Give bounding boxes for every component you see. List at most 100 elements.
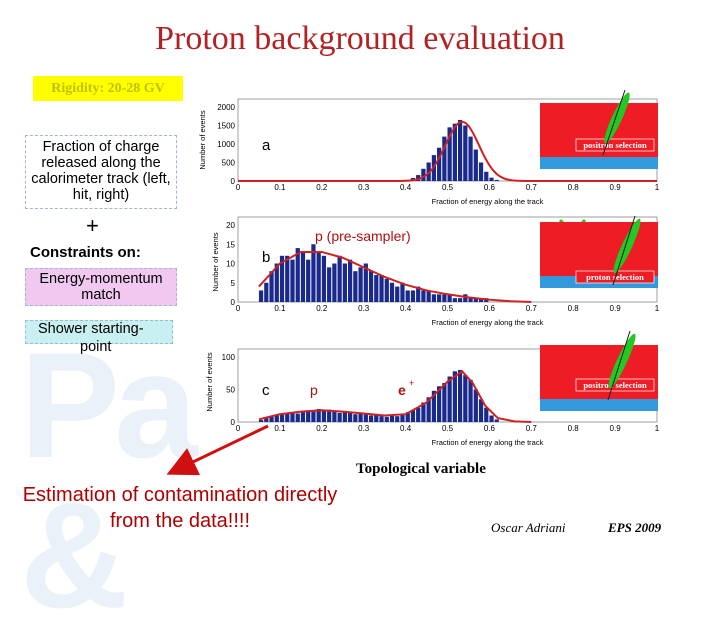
histogram-bar xyxy=(452,371,457,422)
x-tick-label: 0.1 xyxy=(274,304,286,313)
histogram-bar xyxy=(468,136,473,181)
selection-label: positron selection xyxy=(583,140,647,150)
histogram-bar xyxy=(274,263,279,302)
histogram-bar xyxy=(379,416,384,422)
histogram-bar xyxy=(494,179,499,181)
y-tick-label: 15 xyxy=(226,240,235,249)
histogram-bar xyxy=(374,275,379,302)
histogram-bar xyxy=(269,271,274,302)
x-tick-label: 0.1 xyxy=(274,183,286,192)
energy-match-box: Energy-momentum match xyxy=(25,268,177,306)
histogram-bar xyxy=(389,282,395,302)
x-tick-label: 0.2 xyxy=(316,424,328,433)
shower-box-tail: point xyxy=(80,339,112,355)
histogram-bar xyxy=(379,275,384,302)
x-tick-label: 0.5 xyxy=(442,304,454,313)
histogram-bar xyxy=(290,259,295,302)
fit-curve xyxy=(258,250,532,303)
histogram-bar xyxy=(442,294,447,302)
histogram-bar xyxy=(358,267,363,302)
x-tick-label: 0.4 xyxy=(400,424,412,433)
histogram-bar xyxy=(295,413,300,422)
histogram-bar xyxy=(279,255,285,302)
x-tick-label: 0.3 xyxy=(358,304,370,313)
x-tick-label: 0.8 xyxy=(568,183,580,192)
fit-curve xyxy=(238,120,657,182)
histogram-bar xyxy=(447,127,452,181)
histogram-bar xyxy=(457,298,463,302)
histogram-bar xyxy=(269,416,274,422)
histogram-bar xyxy=(447,294,452,302)
x-tick-label: 1 xyxy=(655,424,660,433)
histogram-bar xyxy=(426,397,431,422)
x-tick-label: 1 xyxy=(655,183,660,192)
histogram-bar xyxy=(321,255,327,302)
histogram-bar xyxy=(316,251,321,302)
x-tick-label: 0.5 xyxy=(442,424,454,433)
histogram-bar xyxy=(426,290,431,302)
histogram-bar xyxy=(337,255,342,302)
histogram-bar xyxy=(353,414,358,422)
fit-curve xyxy=(258,369,532,423)
histogram-bar xyxy=(484,171,489,181)
histogram-bar xyxy=(290,412,295,422)
histogram-bar xyxy=(395,286,400,302)
panel-letter: c xyxy=(262,382,270,399)
track-line xyxy=(602,89,626,156)
histogram-bar xyxy=(468,379,473,422)
histogram-bar xyxy=(327,409,332,422)
y-tick-label: 5 xyxy=(231,279,236,288)
histogram-bar xyxy=(442,136,447,181)
histogram-figure: 0 0.1 0.2 0.3 0.4 0.5 0.6 0.7 0.8 0.9 105001000150… xyxy=(166,89,660,476)
histogram-bar xyxy=(368,415,374,422)
x-tick-label: 0.6 xyxy=(484,304,496,313)
histogram-bar xyxy=(473,298,478,302)
x-tick-label: 0.8 xyxy=(568,424,580,433)
histogram-bar xyxy=(285,412,290,422)
x-tick-label: 0.2 xyxy=(316,304,328,313)
histogram-bar xyxy=(311,411,316,422)
histogram-bar xyxy=(306,259,311,302)
histogram-bar xyxy=(473,149,478,181)
conference-label: EPS 2009 xyxy=(608,520,662,535)
track-line xyxy=(612,215,636,286)
histogram-bar xyxy=(442,383,447,422)
track-line xyxy=(607,330,631,401)
y-tick-label: 20 xyxy=(226,221,235,230)
histogram-bar xyxy=(473,389,478,422)
histogram-bar xyxy=(384,416,389,422)
histogram-bar xyxy=(274,415,279,422)
y-tick-label: 500 xyxy=(222,159,236,168)
histogram-bar xyxy=(363,413,368,422)
shower-track xyxy=(604,92,630,144)
histogram-bar xyxy=(384,278,389,302)
rigidity-label: Rigidity: 20-28 GV xyxy=(33,76,183,101)
histogram-bar xyxy=(457,119,463,181)
author-name: Oscar Adriani xyxy=(491,520,566,535)
x-tick-label: 0.6 xyxy=(484,424,496,433)
event-display-panel: positron selection xyxy=(540,89,658,169)
calorimeter-red-region xyxy=(540,222,658,276)
panel-letter: b xyxy=(262,249,270,266)
slide-title: Proton background evaluation xyxy=(155,20,565,57)
histogram-bar xyxy=(342,411,347,422)
histogram-bar xyxy=(400,414,405,422)
x-axis-label: Fraction of energy along the track xyxy=(432,318,544,327)
histogram-bar xyxy=(332,263,337,302)
histogram-bar xyxy=(463,375,468,422)
y-tick-label: 100 xyxy=(222,353,236,362)
y-axis-label: Number of events xyxy=(211,232,220,291)
x-tick-label: 0.4 xyxy=(400,183,412,192)
selection-label: positron selection xyxy=(583,380,647,390)
x-axis-label: Fraction of energy along the track xyxy=(432,438,544,447)
histogram-bar xyxy=(332,410,337,422)
histogram-bar xyxy=(337,412,342,422)
constraints-label: Constraints on: xyxy=(30,244,141,261)
histogram-bar xyxy=(347,412,353,422)
topological-variable-label: Topological variable xyxy=(356,461,486,477)
histogram-bar xyxy=(279,414,285,422)
y-tick-label: 0 xyxy=(231,177,236,186)
x-tick-label: 0.2 xyxy=(316,183,328,192)
histogram-bar xyxy=(463,294,468,302)
histogram-bar xyxy=(363,263,368,302)
